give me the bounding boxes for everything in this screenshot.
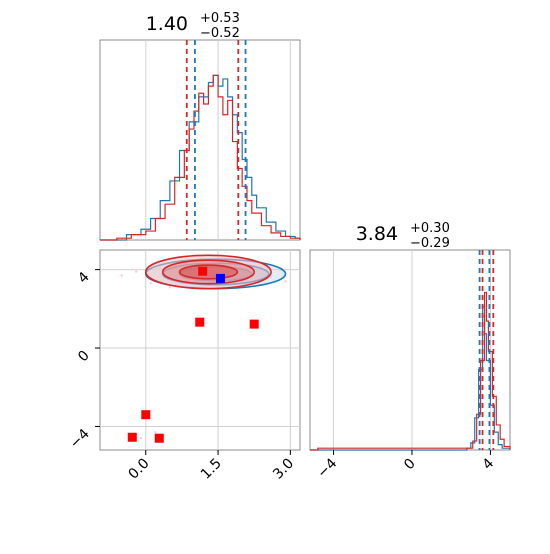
background-point: [149, 282, 152, 285]
histogram-step-line: [310, 291, 511, 451]
title-value: 3.84: [356, 223, 398, 245]
marginal-histogram-param-2: −4 0 4 3.84 +0.30 −0.29: [309, 221, 511, 481]
background-point: [154, 431, 157, 434]
background-point: [120, 274, 123, 277]
y-tick-label: 0: [75, 348, 93, 366]
density-contours: [120, 254, 287, 440]
title-upper-error: +0.30: [410, 221, 450, 236]
grid-lines: [333, 250, 491, 450]
y-tick-label: 4: [75, 269, 93, 287]
grid-lines: [145, 40, 291, 240]
x-tick-label: 0: [401, 456, 419, 474]
x-tick-label: 4: [480, 455, 498, 473]
title-lower-error: −0.52: [200, 26, 240, 41]
x-tick-label: 3.0: [270, 456, 297, 483]
background-point: [284, 280, 287, 283]
panel-frame: [99, 39, 301, 241]
quantile-lines: [478, 250, 495, 450]
scatter-markers: [127, 266, 259, 443]
marker-square: [249, 319, 259, 329]
x-tick-label: 1.5: [198, 456, 225, 483]
title-value: 1.40: [146, 13, 188, 35]
marker-square: [127, 432, 137, 442]
panel-frame: [99, 249, 301, 451]
joint-distribution-panel: 0.0 1.5 3.0 −4 0 4: [67, 249, 301, 483]
marker-square: [154, 433, 164, 443]
x-tick-label: 0.0: [126, 456, 153, 483]
background-point: [134, 270, 138, 273]
histogram-series: [310, 291, 511, 451]
marker-square: [141, 410, 151, 420]
x-tick-labels: −4 0 4: [314, 450, 497, 481]
x-tick-label: −4: [314, 455, 340, 481]
y-tick-label: −4: [67, 426, 93, 452]
marker-square: [215, 273, 225, 283]
histogram-step-line: [100, 74, 301, 241]
background-point: [139, 437, 143, 440]
title-upper-error: +0.53: [200, 11, 240, 26]
marker-square: [198, 266, 208, 276]
marginal-histogram-param-1: 1.40 +0.53 −0.52: [99, 11, 301, 241]
y-tick-labels: −4 0 4: [67, 269, 100, 452]
background-point: [168, 286, 172, 289]
density-contour: [178, 264, 239, 280]
title-lower-error: −0.29: [410, 236, 450, 251]
x-tick-labels: 0.0 1.5 3.0: [126, 450, 297, 483]
histogram-series: [100, 74, 301, 241]
quantile-lines: [185, 40, 247, 240]
marker-square: [195, 317, 205, 327]
histogram-step-line: [100, 74, 301, 241]
